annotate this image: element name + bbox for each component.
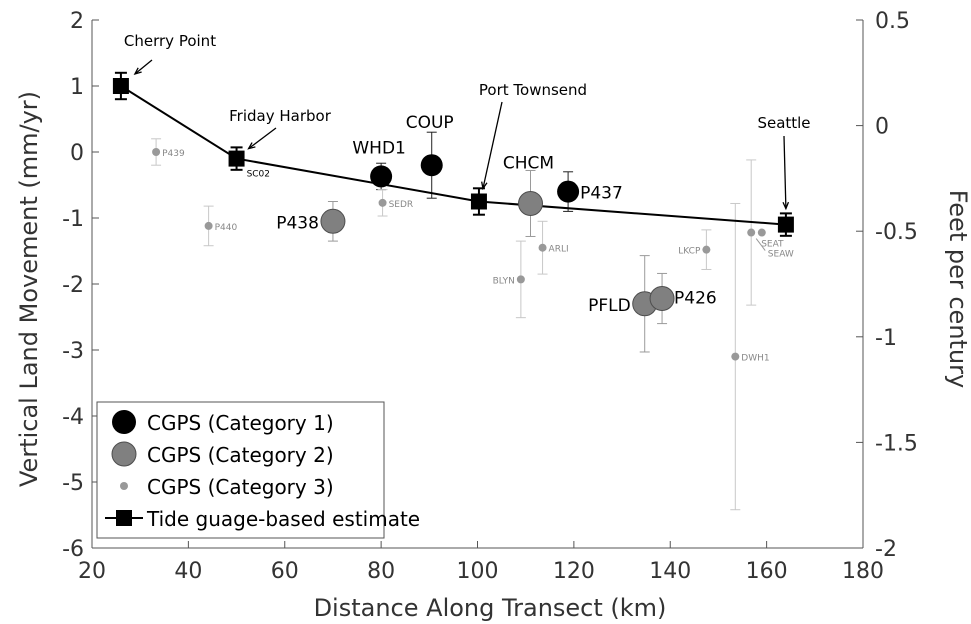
point-cat3 bbox=[731, 352, 740, 361]
legend-marker-tide bbox=[116, 510, 132, 526]
point-cat3 bbox=[702, 245, 711, 254]
point-cat3 bbox=[152, 148, 161, 156]
y2-tick-label: -1.5 bbox=[875, 431, 918, 456]
y-tick-label: 1 bbox=[70, 75, 84, 100]
point-label: WHD1 bbox=[352, 138, 406, 158]
x-tick-label: 140 bbox=[649, 559, 691, 584]
y-tick-label: -2 bbox=[62, 273, 84, 298]
legend-box bbox=[96, 401, 385, 539]
legend-label: Tide guage-based estimate bbox=[146, 507, 420, 531]
point-cat1 bbox=[370, 165, 393, 188]
y-tick-label: -6 bbox=[62, 537, 84, 562]
y2-tick-label: 0.5 bbox=[875, 9, 910, 34]
point-cat1 bbox=[557, 180, 580, 203]
point-label: CHCM bbox=[503, 153, 554, 173]
axes: 20 40 60 80 100 120 140 160 180 -6 -5 -4 -3 -2 -1 0 1 2 -2… bbox=[62, 9, 918, 584]
point-cat3 bbox=[538, 243, 547, 252]
annotation-arrow bbox=[482, 101, 503, 189]
point-label: SEDR bbox=[389, 200, 414, 210]
y-axis-label: Vertical Land Movement (mm/yr) bbox=[15, 91, 43, 487]
point-label: P440 bbox=[215, 223, 238, 233]
point-label: SEAW bbox=[768, 250, 794, 260]
annotation-arrow bbox=[783, 135, 787, 209]
y2-tick-label: -2 bbox=[875, 537, 897, 562]
point-label: P437 bbox=[580, 184, 623, 204]
x-tick-label: 100 bbox=[457, 559, 499, 584]
annotation-port-townsend: Port Townsend bbox=[479, 81, 587, 99]
annotation-friday-harbor: Friday Harbor bbox=[229, 107, 332, 125]
annotation-sc02: SC02 bbox=[247, 170, 270, 180]
point-label: PFLD bbox=[588, 296, 631, 316]
data-points bbox=[112, 78, 794, 361]
y-tick-label: 2 bbox=[70, 9, 84, 34]
legend: CGPS (Category 1) CGPS (Category 2) CGPS (… bbox=[96, 401, 420, 539]
point-cat3 bbox=[747, 228, 756, 237]
x-tick-label: 180 bbox=[842, 559, 884, 584]
legend-marker-cat1 bbox=[112, 410, 136, 434]
x-tick-label: 120 bbox=[553, 559, 595, 584]
point-cat2 bbox=[649, 286, 675, 312]
point-cat1 bbox=[420, 154, 443, 177]
point-cat2 bbox=[320, 208, 346, 234]
point-tide bbox=[777, 216, 794, 233]
point-cat3 bbox=[204, 221, 213, 230]
annotation-arrow-head bbox=[782, 201, 790, 211]
x-tick-label: 20 bbox=[78, 559, 106, 584]
x-axis-label: Distance Along Transect (km) bbox=[314, 594, 667, 622]
point-label: P438 bbox=[276, 213, 319, 233]
point-label: COUP bbox=[406, 113, 454, 133]
y2-tick-label: 0 bbox=[875, 115, 889, 140]
y2-axis-label: Feet per century bbox=[944, 190, 971, 388]
annotation-arrow bbox=[248, 127, 277, 150]
annotation-arrow bbox=[134, 59, 153, 75]
point-label: LKCP bbox=[678, 247, 701, 257]
x-tick-label: 60 bbox=[271, 559, 299, 584]
point-cat3 bbox=[378, 198, 387, 207]
point-label: BLYN bbox=[493, 276, 515, 286]
point-label: DWH1 bbox=[741, 354, 769, 364]
point-label: ARLI bbox=[549, 245, 569, 255]
tide-gauge-line bbox=[120, 85, 786, 226]
point-label: P439 bbox=[162, 149, 185, 159]
annotation-arrow-head bbox=[133, 67, 142, 76]
point-label: P426 bbox=[674, 289, 717, 309]
point-cat3 bbox=[757, 228, 766, 237]
x-tick-label: 160 bbox=[746, 559, 788, 584]
legend-label: CGPS (Category 1) bbox=[147, 411, 334, 435]
point-tide bbox=[470, 193, 487, 210]
point-tide bbox=[228, 150, 245, 167]
legend-marker-cat2 bbox=[111, 441, 137, 467]
point-cat3 bbox=[516, 275, 525, 284]
annotation-cherry-point: Cherry Point bbox=[124, 32, 216, 50]
point-tide bbox=[112, 78, 129, 94]
legend-marker-cat3 bbox=[120, 482, 128, 490]
tide-gauge-series-line bbox=[120, 85, 786, 226]
y-tick-label: -5 bbox=[62, 471, 84, 496]
y-tick-label: 0 bbox=[70, 141, 84, 166]
y-tick-label: -4 bbox=[62, 405, 84, 430]
y-tick-label: -3 bbox=[62, 339, 84, 364]
annotation-arrow-head bbox=[481, 181, 488, 191]
legend-label: CGPS (Category 3) bbox=[147, 475, 334, 499]
point-label: SEAT bbox=[761, 240, 784, 250]
x-tick-label: 40 bbox=[174, 559, 202, 584]
point-cat2 bbox=[518, 190, 544, 216]
legend-label: CGPS (Category 2) bbox=[147, 443, 334, 467]
annotation-seattle: Seattle bbox=[757, 114, 810, 132]
x-tick-label: 80 bbox=[367, 559, 395, 584]
annotations: Cherry Point Friday Harbor SC02 Port Townse… bbox=[124, 32, 811, 251]
y2-tick-label: -1 bbox=[875, 326, 897, 351]
annotation-arrow-head bbox=[247, 142, 256, 150]
annotation-seat-pointer bbox=[755, 238, 766, 251]
y-tick-label: -1 bbox=[62, 207, 84, 232]
y2-tick-label: -0.5 bbox=[875, 220, 918, 245]
